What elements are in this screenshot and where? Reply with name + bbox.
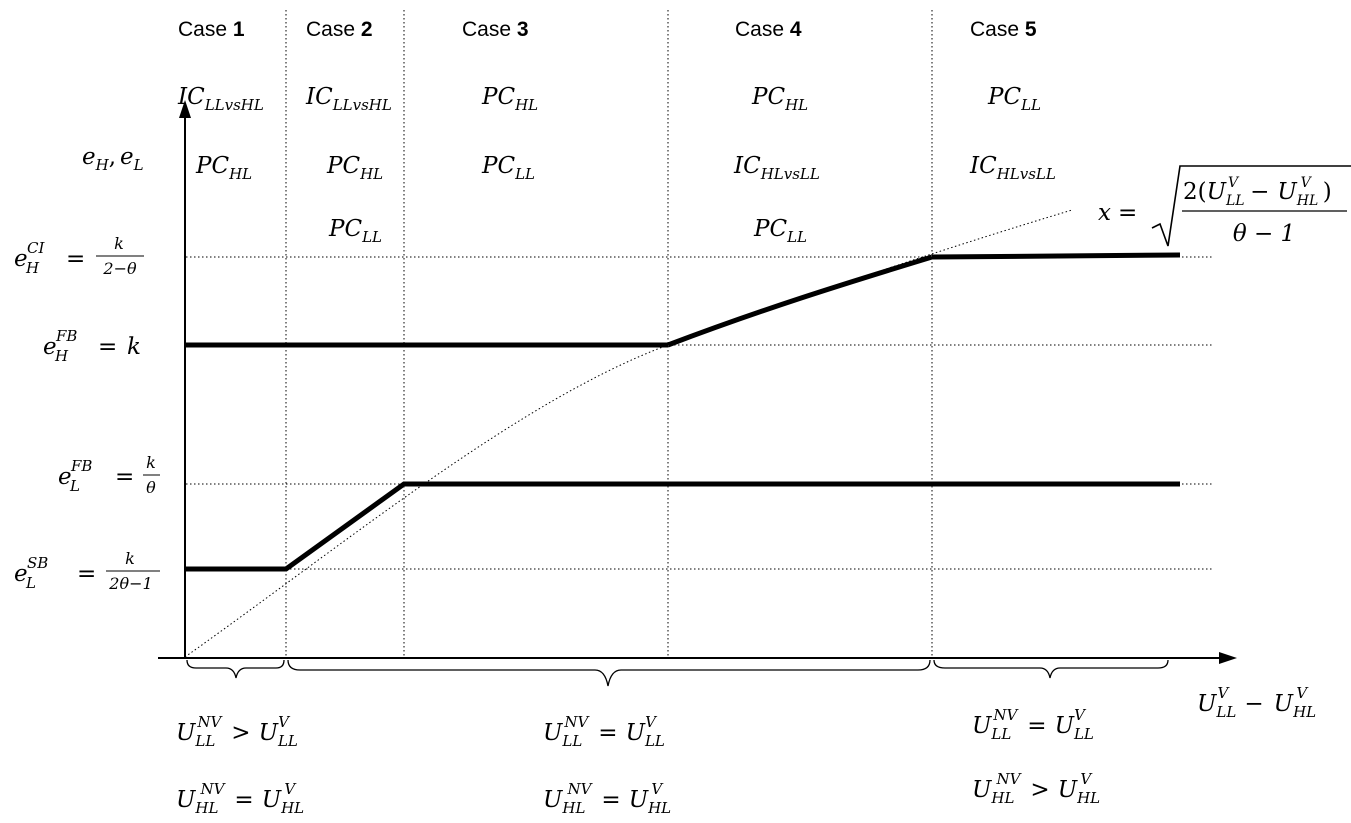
cond-middle-1: ULLNV = ULLV xyxy=(543,713,665,750)
axes xyxy=(158,100,1237,664)
path-e-l xyxy=(186,481,1180,572)
svg-text:FB: FB xyxy=(55,327,77,345)
solution-paths xyxy=(186,252,1181,572)
svg-text:L: L xyxy=(69,477,80,495)
cond-right-1: ULLNV = ULLV xyxy=(972,706,1094,743)
svg-text:e: e xyxy=(43,334,57,360)
cond-left-1: ULLNV > ULLV xyxy=(176,713,298,750)
c4-ic-hlvsll: ICHLvsLL xyxy=(733,153,820,183)
c2-ic-llvshl: ICLLvsHL xyxy=(305,84,392,114)
svg-text:k: k xyxy=(114,234,124,253)
svg-text:2θ−1: 2θ−1 xyxy=(108,574,152,593)
svg-text:=: = xyxy=(115,464,134,490)
c4-pc-ll: PCLL xyxy=(753,216,807,246)
case-header-2: Case 2 xyxy=(306,18,373,41)
brace-right xyxy=(933,659,1169,679)
braces xyxy=(186,659,1169,687)
brace-middle xyxy=(287,659,931,687)
svg-text:k: k xyxy=(127,334,141,360)
svg-text:θ − 1: θ − 1 xyxy=(1233,221,1295,247)
sqrt-sign xyxy=(1151,165,1351,247)
svg-text:=: = xyxy=(77,561,96,587)
case-header-1: Case 1 xyxy=(178,18,245,41)
level-labels: e CI H = k 2−θ e FB H = k e FB L = k θ xyxy=(14,234,160,593)
curve-formula: x = 2(ULLV − UHLV) θ − 1 xyxy=(1098,165,1351,247)
c3-pc-ll: PCLL xyxy=(481,153,535,183)
svg-text:CI: CI xyxy=(27,239,45,257)
case-header-5: Case 5 xyxy=(970,18,1037,41)
svg-text:H: H xyxy=(54,347,69,365)
cond-right-2: UHLNV > UHLV xyxy=(972,770,1100,807)
path-e-h-ci xyxy=(931,252,1181,260)
level-lines xyxy=(186,256,1213,570)
svg-text:H: H xyxy=(25,259,40,277)
label-e-h-ci: e CI H = k 2−θ xyxy=(14,234,144,278)
c4-pc-hl: PCHL xyxy=(751,84,808,114)
label-e-l-sb: e SB L = k 2θ−1 xyxy=(14,549,160,593)
x-axis-label: ULLV − UHLV xyxy=(1197,684,1316,721)
svg-text:FB: FB xyxy=(70,457,92,475)
y-axis-arrow xyxy=(179,100,191,118)
svg-text:2−θ: 2−θ xyxy=(102,259,137,278)
path-e-h-rising xyxy=(667,254,933,348)
case-header-4: Case 4 xyxy=(735,18,802,41)
svg-text:e: e xyxy=(14,246,28,272)
c1-ic-llvshl: ICLLvsHL xyxy=(177,84,264,114)
label-e-h-fb: e FB H = k xyxy=(43,327,141,365)
c3-pc-hl: PCHL xyxy=(481,84,538,114)
svg-text:2(ULLV−UHLV): 2(ULLV − UHLV) xyxy=(1183,175,1332,209)
svg-text:=: = xyxy=(1118,200,1137,226)
svg-text:k: k xyxy=(146,453,156,472)
svg-text:SB: SB xyxy=(27,554,48,572)
dotted-curve xyxy=(184,209,1073,658)
cond-left-2: UHLNV = UHLV xyxy=(176,780,304,817)
label-e-l-fb: e FB L = k θ xyxy=(58,453,160,497)
cond-middle-2: UHLNV = UHLV xyxy=(543,780,671,817)
c5-ic-hlvsll: ICHLvsLL xyxy=(969,153,1056,183)
svg-text:k: k xyxy=(125,549,135,568)
brace-left xyxy=(186,659,285,679)
svg-text:=: = xyxy=(98,334,117,360)
c2-pc-hl: PCHL xyxy=(326,153,383,183)
svg-text:L: L xyxy=(25,574,36,592)
y-axis-label: eH, eL xyxy=(82,144,144,174)
svg-text:=: = xyxy=(66,246,85,272)
svg-text:e: e xyxy=(14,561,28,587)
x-axis-arrow xyxy=(1219,652,1237,664)
constraint-labels: ICLLvsHL PCHL ICLLvsHL PCHL PCLL PCHL PC… xyxy=(177,84,1056,246)
c2-pc-ll: PCLL xyxy=(328,216,382,246)
case-headers: Case 1 Case 2 Case 3 Case 4 Case 5 xyxy=(178,18,1037,41)
svg-text:θ: θ xyxy=(146,478,156,497)
c5-pc-ll: PCLL xyxy=(987,84,1041,114)
c1-pc-hl: PCHL xyxy=(195,153,252,183)
bottom-conditions: ULLNV > ULLV UHLNV = UHLV ULLNV = ULLV UHLNV = U… xyxy=(176,706,1100,817)
case-header-3: Case 3 xyxy=(462,18,529,41)
svg-text:e: e xyxy=(58,464,72,490)
svg-text:x: x xyxy=(1098,200,1111,226)
